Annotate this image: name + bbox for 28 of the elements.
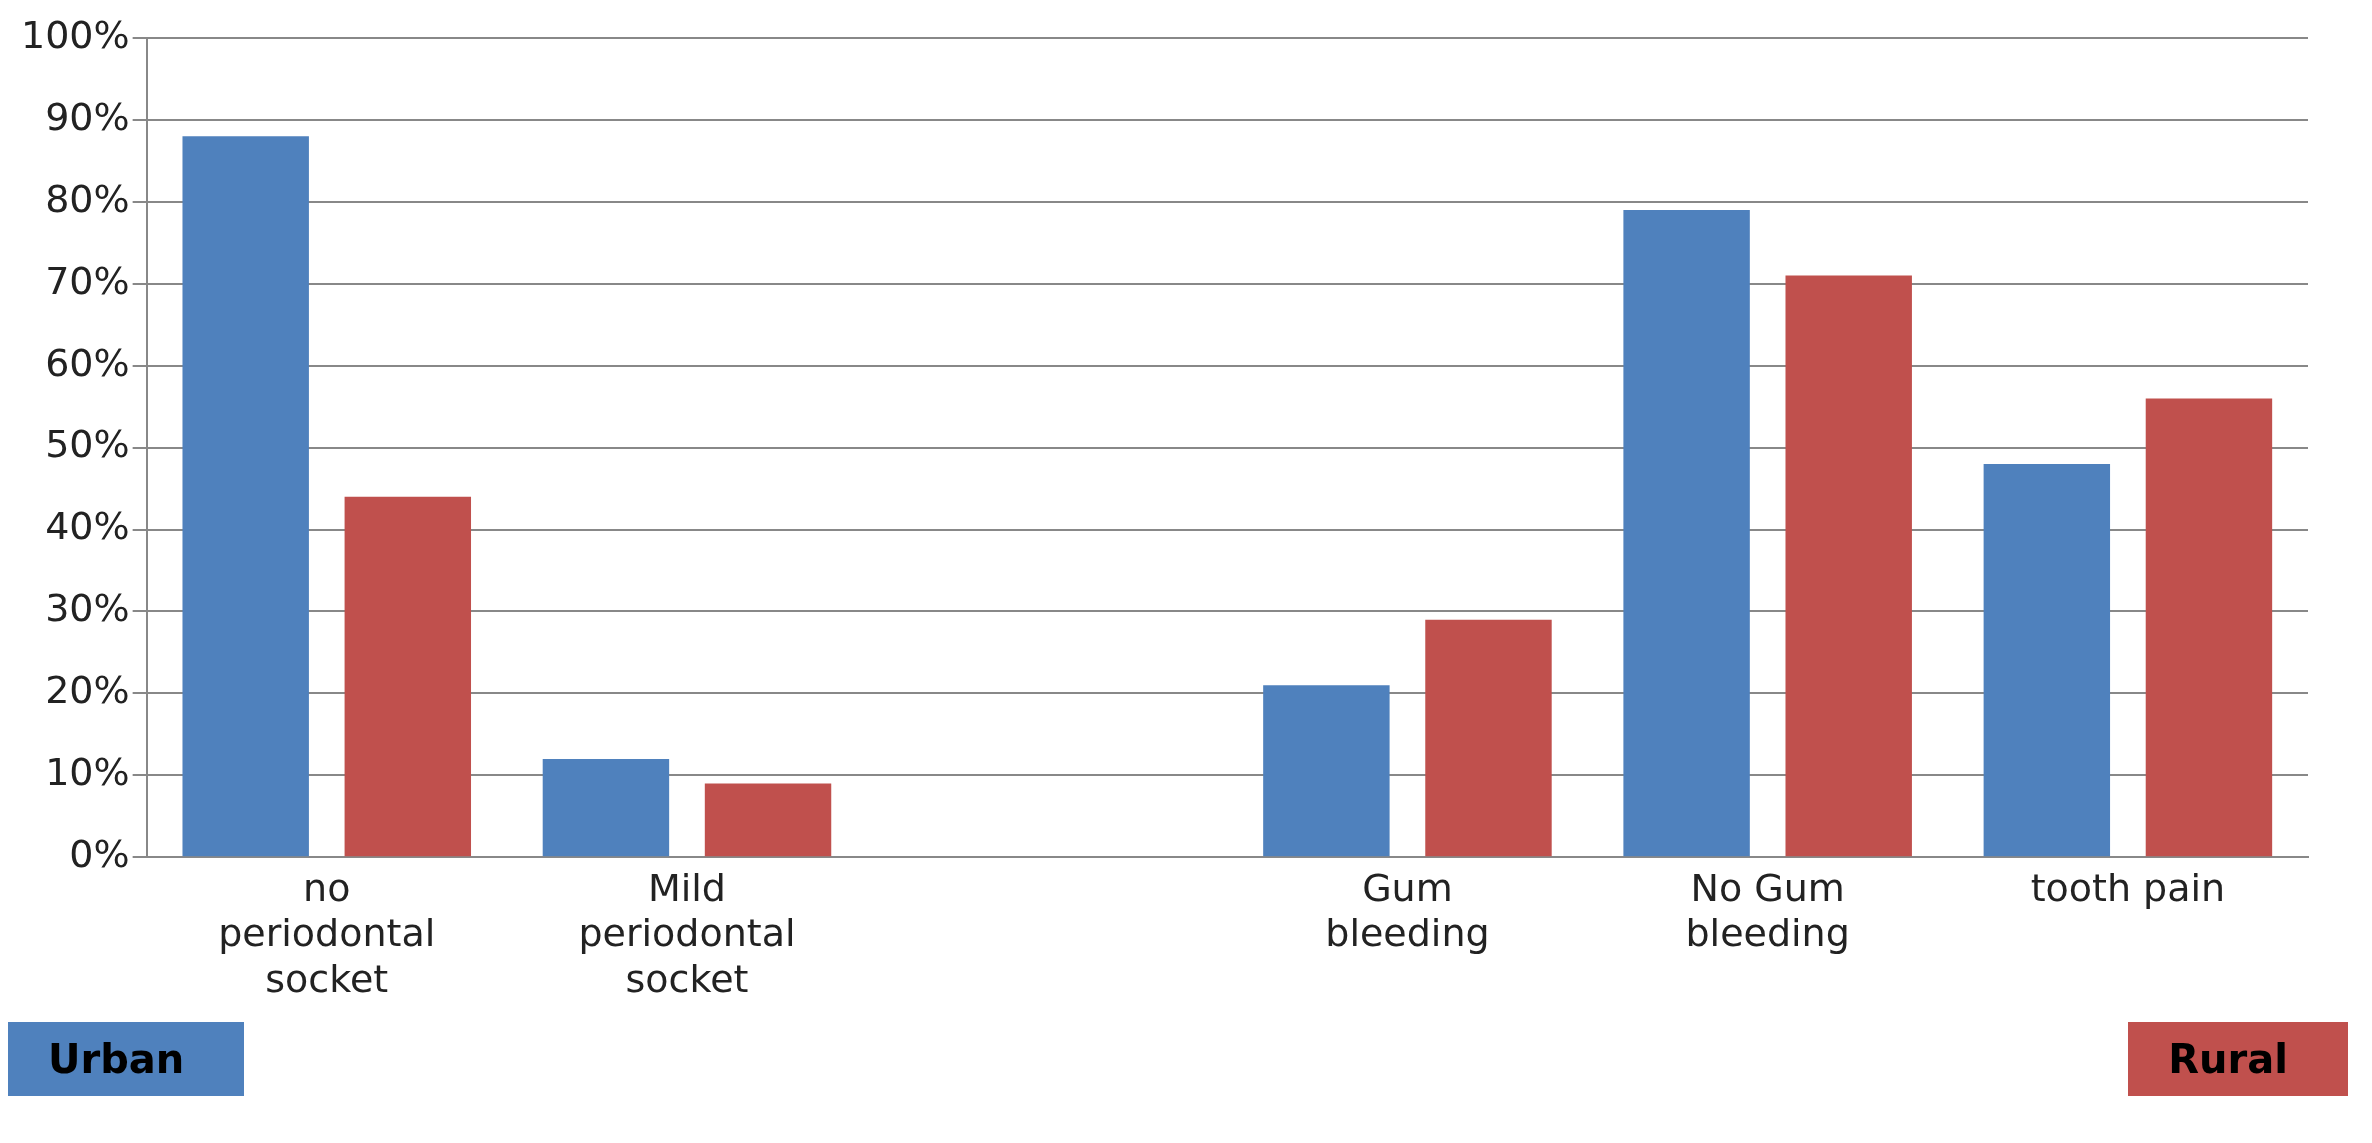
y-tick-label: 0% [69,832,130,877]
x-tick-label: tooth pain [2030,865,2226,910]
text: Rural [2128,1022,2348,1096]
x-tick-label: No Gum bleeding [1685,865,1850,956]
x-tick-label: Gum bleeding [1325,865,1490,956]
bar [1263,685,1390,857]
bar [344,496,472,857]
bar [1623,210,1750,857]
y-tick-label: 100% [21,12,130,57]
bar [2145,398,2273,857]
y-tick-label: 30% [45,586,130,631]
bar [704,783,832,857]
y-tick-label: 40% [45,504,130,549]
y-tick-label: 80% [45,176,130,221]
text: Urban [8,1022,245,1096]
x-tick-label: Mild periodontal socket [578,865,796,1002]
bar [542,758,670,857]
y-tick-label: 10% [45,750,130,795]
y-tick-label: 70% [45,258,130,303]
bar [182,136,309,857]
bar [1983,463,2111,857]
x-tick-label: no periodontal socket [218,865,436,1002]
y-tick-label: 90% [45,94,130,139]
y-tick-label: 50% [45,422,130,467]
y-tick-label: 20% [45,668,130,713]
bar [1425,619,1552,857]
y-tick-label: 60% [45,340,130,385]
bar [1785,275,1912,857]
